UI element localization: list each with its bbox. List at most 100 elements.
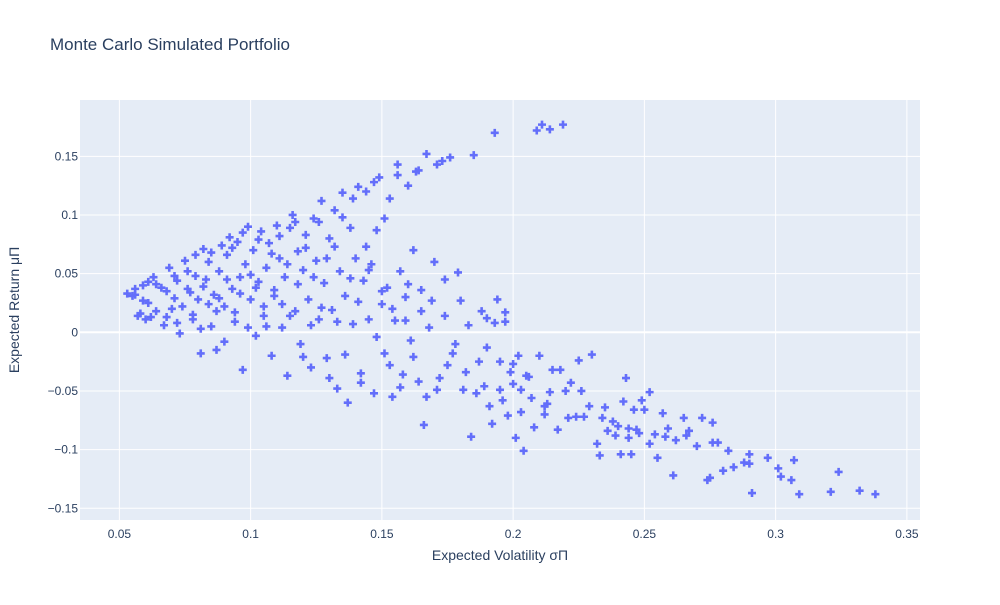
scatter-point[interactable]	[362, 242, 371, 251]
scatter-point[interactable]	[826, 487, 835, 496]
scatter-point[interactable]	[304, 295, 313, 304]
scatter-point[interactable]	[228, 284, 237, 293]
scatter-point[interactable]	[517, 385, 525, 394]
scatter-point[interactable]	[338, 213, 347, 222]
scatter-point[interactable]	[632, 425, 641, 434]
scatter-point[interactable]	[774, 464, 783, 473]
scatter-point[interactable]	[349, 194, 357, 203]
scatter-point[interactable]	[207, 322, 216, 331]
scatter-point[interactable]	[330, 206, 339, 215]
scatter-point[interactable]	[417, 307, 426, 316]
scatter-point[interactable]	[228, 243, 237, 252]
scatter-point[interactable]	[301, 230, 310, 239]
scatter-point[interactable]	[380, 214, 389, 223]
scatter-point[interactable]	[254, 235, 263, 244]
scatter-point[interactable]	[175, 329, 184, 338]
scatter-point[interactable]	[293, 247, 302, 256]
scatter-point[interactable]	[275, 232, 284, 241]
scatter-point[interactable]	[645, 388, 654, 397]
scatter-point[interactable]	[417, 286, 426, 295]
scatter-point[interactable]	[144, 277, 153, 286]
scatter-point[interactable]	[598, 413, 607, 422]
scatter-point[interactable]	[611, 431, 620, 440]
scatter-point[interactable]	[139, 296, 147, 305]
scatter-point[interactable]	[740, 458, 749, 467]
scatter-point[interactable]	[834, 467, 843, 476]
scatter-point[interactable]	[692, 442, 701, 451]
scatter-point[interactable]	[380, 349, 389, 358]
scatter-point[interactable]	[438, 157, 447, 166]
scatter-point[interactable]	[131, 284, 140, 293]
scatter-point[interactable]	[559, 120, 567, 129]
scatter-point[interactable]	[745, 450, 754, 459]
scatter-point[interactable]	[461, 368, 470, 377]
scatter-point[interactable]	[776, 472, 785, 481]
scatter-point[interactable]	[593, 439, 602, 448]
scatter-point[interactable]	[616, 450, 625, 459]
scatter-point[interactable]	[196, 324, 205, 333]
scatter-point[interactable]	[223, 275, 231, 284]
scatter-point[interactable]	[614, 422, 623, 431]
scatter-point[interactable]	[173, 318, 182, 327]
scatter-point[interactable]	[167, 304, 176, 313]
scatter-point[interactable]	[456, 296, 465, 305]
scatter-point[interactable]	[385, 194, 394, 203]
scatter-point[interactable]	[291, 307, 300, 316]
scatter-point[interactable]	[622, 374, 630, 383]
scatter-point[interactable]	[170, 294, 179, 303]
scatter-point[interactable]	[422, 392, 431, 401]
scatter-point[interactable]	[585, 402, 594, 411]
scatter-point[interactable]	[574, 356, 583, 365]
scatter-point[interactable]	[183, 267, 192, 276]
scatter-point[interactable]	[682, 431, 691, 440]
scatter-point[interactable]	[178, 302, 187, 311]
scatter-point[interactable]	[561, 386, 570, 395]
scatter-point[interactable]	[362, 187, 371, 196]
scatter-point[interactable]	[763, 453, 772, 462]
scatter-point[interactable]	[422, 149, 431, 158]
scatter-point[interactable]	[545, 388, 554, 397]
scatter-point[interactable]	[194, 295, 203, 304]
scatter-point[interactable]	[787, 476, 796, 485]
scatter-point[interactable]	[367, 260, 376, 269]
scatter-point[interactable]	[343, 398, 352, 407]
scatter-point[interactable]	[388, 392, 397, 401]
scatter-point[interactable]	[296, 340, 305, 349]
scatter-point[interactable]	[133, 311, 142, 320]
scatter-point[interactable]	[485, 402, 494, 411]
scatter-point[interactable]	[262, 263, 271, 272]
scatter-point[interactable]	[372, 226, 381, 235]
scatter-point[interactable]	[511, 433, 520, 442]
scatter-point[interactable]	[249, 246, 258, 255]
scatter-point[interactable]	[317, 303, 326, 312]
scatter-point[interactable]	[427, 296, 436, 305]
scatter-point[interactable]	[661, 432, 670, 441]
scatter-point[interactable]	[748, 489, 756, 498]
scatter-point[interactable]	[351, 254, 360, 263]
scatter-point[interactable]	[162, 287, 171, 296]
scatter-point[interactable]	[490, 318, 499, 327]
scatter-point[interactable]	[338, 188, 347, 197]
scatter-point[interactable]	[267, 249, 276, 258]
scatter-point[interactable]	[396, 267, 405, 276]
scatter-point[interactable]	[430, 257, 439, 266]
scatter-point[interactable]	[645, 439, 654, 448]
scatter-point[interactable]	[183, 284, 192, 293]
scatter-point[interactable]	[679, 413, 688, 422]
scatter-point[interactable]	[393, 171, 402, 180]
scatter-point[interactable]	[354, 297, 363, 306]
scatter-point[interactable]	[404, 181, 413, 190]
scatter-point[interactable]	[564, 413, 573, 422]
scatter-point[interactable]	[467, 432, 476, 441]
scatter-point[interactable]	[364, 315, 373, 324]
scatter-point[interactable]	[414, 166, 423, 175]
scatter-point[interactable]	[619, 397, 628, 406]
scatter-point[interactable]	[131, 290, 140, 299]
scatter-point[interactable]	[188, 310, 197, 319]
scatter-point[interactable]	[482, 314, 491, 323]
scatter-point[interactable]	[490, 128, 499, 137]
scatter-point[interactable]	[532, 126, 541, 135]
scatter-point[interactable]	[220, 337, 229, 346]
scatter-point[interactable]	[275, 254, 284, 263]
scatter-point[interactable]	[671, 436, 680, 445]
